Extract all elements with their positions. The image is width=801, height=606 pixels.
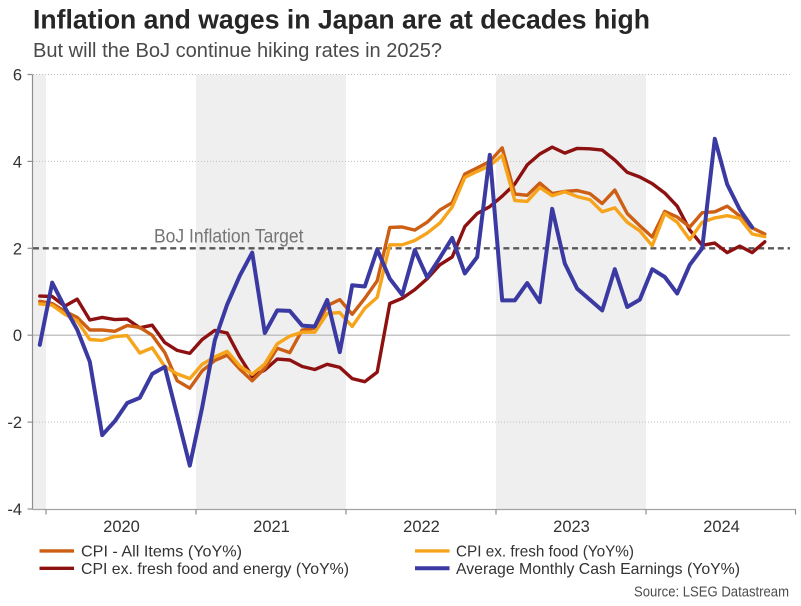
- svg-text:6: 6: [13, 67, 22, 85]
- svg-text:CPI - All Items (YoY%): CPI - All Items (YoY%): [81, 544, 242, 561]
- svg-text:-2: -2: [7, 414, 22, 432]
- svg-text:2: 2: [13, 240, 22, 258]
- svg-text:But will the BoJ continue hiki: But will the BoJ continue hiking rates i…: [33, 40, 442, 62]
- svg-text:2024: 2024: [703, 518, 740, 536]
- svg-text:CPI ex. fresh food (YoY%): CPI ex. fresh food (YoY%): [456, 544, 634, 561]
- svg-text:CPI ex. fresh food and energy: CPI ex. fresh food and energy (YoY%): [81, 561, 349, 578]
- svg-text:0: 0: [13, 327, 22, 345]
- svg-text:-4: -4: [7, 501, 22, 519]
- svg-text:4: 4: [13, 153, 22, 171]
- svg-text:2021: 2021: [253, 518, 290, 536]
- svg-text:Inflation and wages in Japan a: Inflation and wages in Japan are at deca…: [33, 5, 650, 35]
- svg-text:2020: 2020: [103, 518, 140, 536]
- svg-text:Average Monthly Cash Earnings: Average Monthly Cash Earnings (YoY%): [456, 561, 740, 578]
- svg-text:BoJ Inflation Target: BoJ Inflation Target: [154, 227, 304, 248]
- svg-text:2022: 2022: [403, 518, 440, 536]
- svg-text:2023: 2023: [553, 518, 590, 536]
- svg-text:Source: LSEG Datastream: Source: LSEG Datastream: [634, 584, 789, 601]
